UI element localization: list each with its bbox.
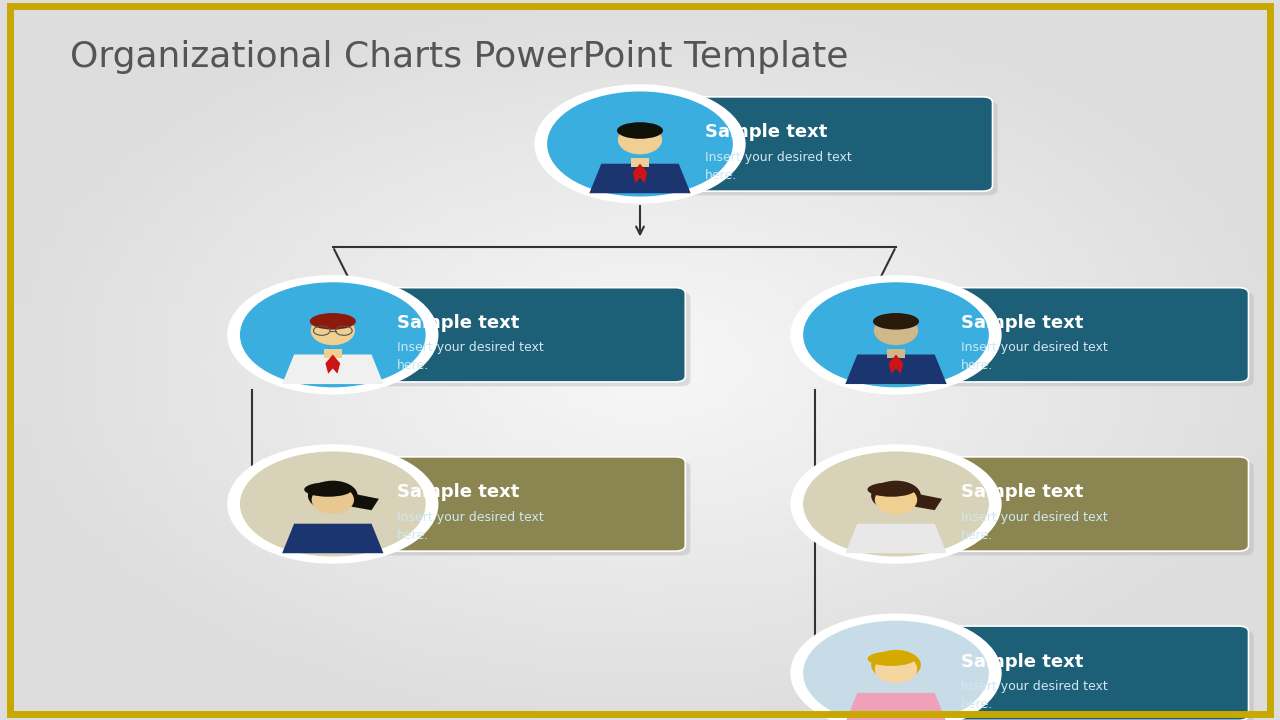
Circle shape xyxy=(228,445,438,563)
Ellipse shape xyxy=(874,486,918,514)
Ellipse shape xyxy=(874,316,918,345)
Ellipse shape xyxy=(876,486,916,512)
Circle shape xyxy=(535,85,745,203)
Text: Insert your desired text
here.: Insert your desired text here. xyxy=(960,341,1107,372)
Text: Insert your desired text
here.: Insert your desired text here. xyxy=(704,150,851,181)
Ellipse shape xyxy=(305,482,352,497)
Ellipse shape xyxy=(311,316,355,345)
FancyBboxPatch shape xyxy=(369,462,690,556)
Text: Sample text: Sample text xyxy=(397,314,520,332)
Polygon shape xyxy=(589,163,691,193)
Text: Sample text: Sample text xyxy=(960,483,1083,501)
Circle shape xyxy=(228,276,438,394)
Text: Sample text: Sample text xyxy=(960,652,1083,670)
Polygon shape xyxy=(845,354,947,384)
Polygon shape xyxy=(282,354,384,384)
FancyBboxPatch shape xyxy=(927,626,1248,720)
Circle shape xyxy=(804,283,988,387)
Polygon shape xyxy=(845,693,947,720)
Ellipse shape xyxy=(308,481,357,510)
Text: Sample text: Sample text xyxy=(960,314,1083,332)
Bar xyxy=(631,158,649,167)
Ellipse shape xyxy=(872,650,920,680)
Text: Insert your desired text
here.: Insert your desired text here. xyxy=(397,341,544,372)
Ellipse shape xyxy=(311,486,355,514)
FancyBboxPatch shape xyxy=(927,287,1248,382)
Text: Insert your desired text
here.: Insert your desired text here. xyxy=(960,680,1107,711)
Text: Sample text: Sample text xyxy=(397,483,520,501)
FancyBboxPatch shape xyxy=(932,631,1253,720)
Ellipse shape xyxy=(874,655,918,683)
FancyBboxPatch shape xyxy=(676,101,997,195)
FancyBboxPatch shape xyxy=(932,292,1253,386)
Ellipse shape xyxy=(876,655,916,681)
Ellipse shape xyxy=(617,122,663,139)
Polygon shape xyxy=(282,523,384,553)
Circle shape xyxy=(791,445,1001,563)
Ellipse shape xyxy=(868,482,915,497)
Text: Sample text: Sample text xyxy=(704,123,827,141)
Ellipse shape xyxy=(312,486,353,512)
Bar xyxy=(324,348,342,358)
Circle shape xyxy=(791,614,1001,720)
Polygon shape xyxy=(914,494,942,510)
FancyBboxPatch shape xyxy=(369,292,690,386)
Bar xyxy=(887,348,905,358)
FancyBboxPatch shape xyxy=(364,457,685,552)
Ellipse shape xyxy=(868,652,915,666)
Polygon shape xyxy=(845,523,947,553)
Polygon shape xyxy=(632,163,648,183)
Circle shape xyxy=(791,276,1001,394)
Text: Insert your desired text
here.: Insert your desired text here. xyxy=(397,510,544,541)
Circle shape xyxy=(804,621,988,720)
Ellipse shape xyxy=(873,313,919,330)
Text: Insert your desired text
here.: Insert your desired text here. xyxy=(960,510,1107,541)
Polygon shape xyxy=(888,354,904,374)
Circle shape xyxy=(804,452,988,556)
Text: Organizational Charts PowerPoint Template: Organizational Charts PowerPoint Templat… xyxy=(70,40,849,73)
Ellipse shape xyxy=(310,313,356,330)
Ellipse shape xyxy=(872,481,920,510)
FancyBboxPatch shape xyxy=(364,287,685,382)
Ellipse shape xyxy=(618,125,662,154)
Circle shape xyxy=(548,92,732,196)
Polygon shape xyxy=(351,494,379,510)
FancyBboxPatch shape xyxy=(671,96,992,191)
Circle shape xyxy=(241,283,425,387)
FancyBboxPatch shape xyxy=(927,457,1248,552)
Circle shape xyxy=(241,452,425,556)
Polygon shape xyxy=(325,354,340,374)
FancyBboxPatch shape xyxy=(932,462,1253,556)
